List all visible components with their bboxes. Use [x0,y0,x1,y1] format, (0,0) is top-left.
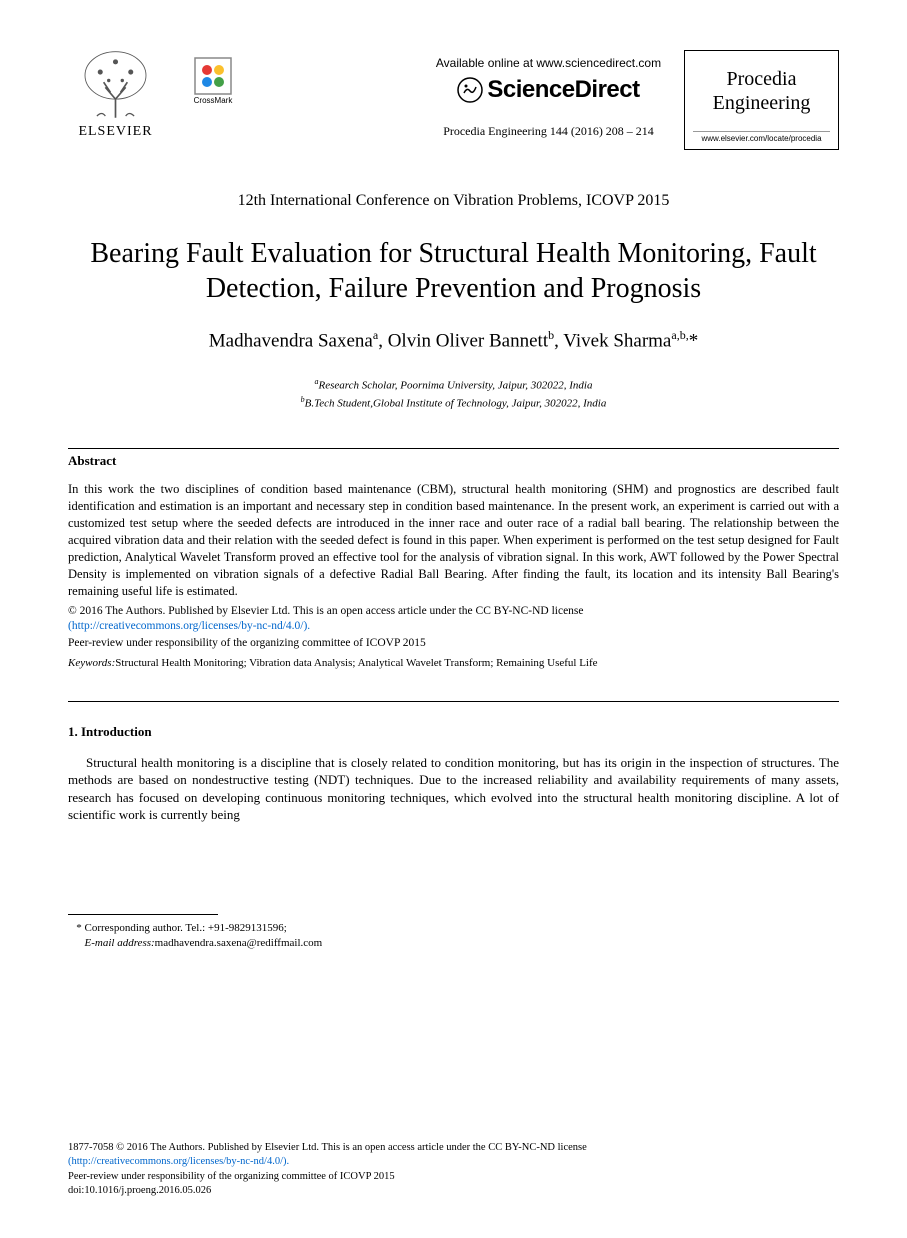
abstract-body: In this work the two disciplines of cond… [68,481,839,599]
keywords-text: Structural Health Monitoring; Vibration … [115,657,597,669]
header-row: ELSEVIER CrossMark Available online at w… [68,50,839,150]
elsevier-logo-block: ELSEVIER [68,50,163,140]
crossmark-label: CrossMark [194,96,233,105]
elsevier-label: ELSEVIER [78,124,152,140]
journal-name-line1: Procedia [727,68,797,90]
footer-peer-review: Peer-review under responsibility of the … [68,1171,395,1182]
journal-url: www.elsevier.com/locate/procedia [693,131,830,143]
elsevier-tree-icon [73,50,158,122]
author-1: Madhavendra Saxena [209,330,373,351]
footer-doi: doi:10.1016/j.proeng.2016.05.026 [68,1185,211,1196]
sciencedirect-text: ScienceDirect [487,76,639,104]
copyright-block: © 2016 The Authors. Published by Elsevie… [68,604,839,635]
intro-body: Structural health monitoring is a discip… [68,754,839,824]
paper-title: Bearing Fault Evaluation for Structural … [68,236,839,306]
footnote-email-label: E-mail address: [85,937,155,949]
author-3-sup: a,b, [671,328,688,342]
keywords: Keywords:Structural Health Monitoring; V… [68,657,839,669]
footer-license-link[interactable]: (http://creativecommons.org/licenses/by-… [68,1156,289,1167]
copyright-line1: © 2016 The Authors. Published by Elsevie… [68,605,584,617]
sciencedirect-logo[interactable]: ScienceDirect [457,76,639,104]
author-2: Olvin Oliver Bannett [388,330,548,351]
header-center: CrossMark Available online at www.scienc… [163,50,684,139]
footnote-divider [68,914,218,915]
conference-name: 12th International Conference on Vibrati… [68,192,839,210]
crossmark-block[interactable]: CrossMark [193,56,233,105]
license-link[interactable]: (http://creativecommons.org/licenses/by-… [68,620,310,632]
footnote-email: madhavendra.saxena@rediffmail.com [155,937,323,949]
affil-a: Research Scholar, Poornima University, J… [319,380,593,392]
citation-line: Procedia Engineering 144 (2016) 208 – 21… [443,124,654,139]
keywords-label: Keywords: [68,657,115,669]
page-footer: 1877-7058 © 2016 The Authors. Published … [68,1141,839,1198]
journal-name: Procedia Engineering [713,67,811,115]
abstract-heading: Abstract [68,453,839,469]
authors-line: Madhavendra Saxenaa, Olvin Oliver Bannet… [68,328,839,352]
spacer [68,706,839,724]
affil-b: B.Tech Student,Global Institute of Techn… [305,398,607,410]
intro-heading: 1. Introduction [68,724,839,740]
footnote-corresponding: * Corresponding author. Tel.: +91-982913… [76,922,287,934]
author-3: Vivek Sharma [563,330,671,351]
available-online-text: Available online at www.sciencedirect.co… [436,56,661,70]
affiliations: aResearch Scholar, Poornima University, … [68,376,839,412]
author-1-sup: a [373,328,378,342]
peer-review-line: Peer-review under responsibility of the … [68,637,839,649]
corresponding-mark: * [689,330,699,351]
crossmark-icon [193,56,233,96]
sciencedirect-icon [457,77,483,103]
rule-above-abstract [68,448,839,449]
rule-below-keywords [68,701,839,702]
footer-issn: 1877-7058 © 2016 The Authors. Published … [68,1142,587,1153]
footnote-block: * Corresponding author. Tel.: +91-982913… [68,921,839,952]
journal-name-line2: Engineering [713,92,811,114]
journal-box: Procedia Engineering www.elsevier.com/lo… [684,50,839,150]
author-2-sup: b [548,328,554,342]
